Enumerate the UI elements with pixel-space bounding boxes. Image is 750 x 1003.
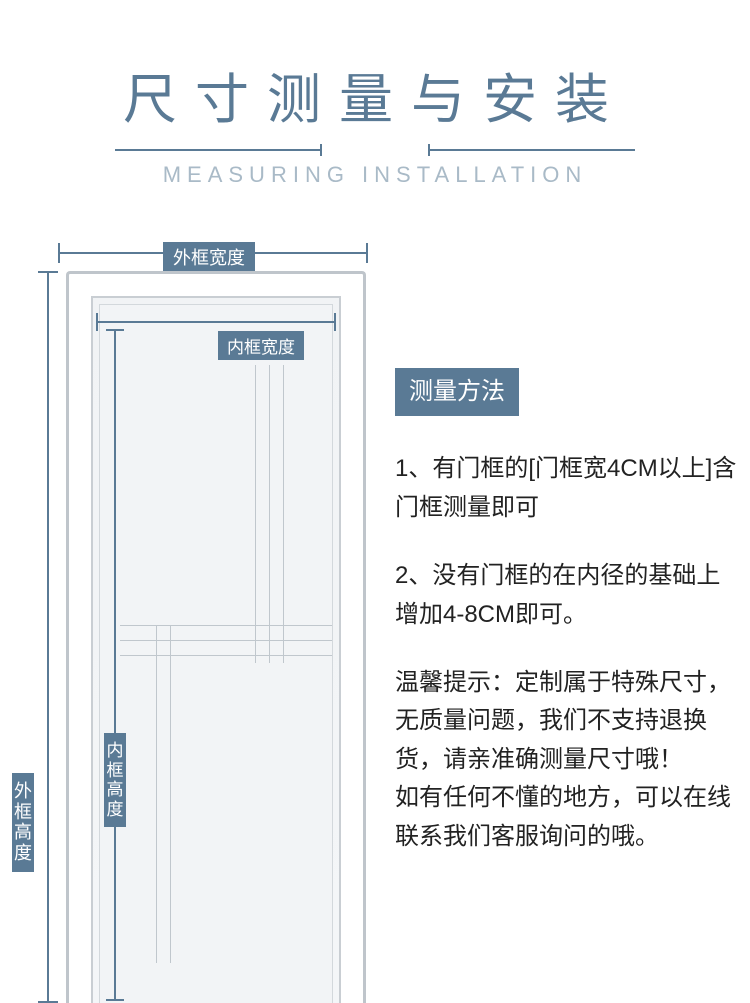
- info-column: 测量方法 1、有门框的[门框宽4CM以上]含门框测量即可 2、没有门框的在内径的…: [395, 368, 740, 886]
- inner-height-label: 内框高度: [104, 733, 126, 827]
- title-english: MEASURING INSTALLATION: [0, 162, 750, 188]
- inner-height-dimension: [106, 329, 124, 1001]
- outer-height-label: 外框高度: [12, 773, 34, 872]
- door-inner-frame: [91, 296, 341, 1003]
- method-title: 测量方法: [395, 368, 519, 416]
- title-divider: [115, 144, 635, 156]
- door-panel: [99, 304, 333, 1003]
- measurement-point-2: 2、没有门框的在内径的基础上增加4-8CM即可。: [395, 557, 740, 634]
- title-chinese: 尺寸测量与安装: [0, 55, 750, 134]
- measurement-point-1: 1、有门框的[门框宽4CM以上]含门框测量即可: [395, 450, 740, 527]
- outer-height-dimension: [38, 271, 58, 1003]
- door-diagram: 外框宽度 外框高度 内框宽度 内框高度: [18, 243, 378, 1003]
- inner-width-label: 内框宽度: [218, 331, 304, 360]
- header: 尺寸测量与安装 MEASURING INSTALLATION: [0, 0, 750, 188]
- outer-width-label: 外框宽度: [163, 242, 255, 272]
- tip-text: 温馨提示：定制属于特殊尺寸，无质量问题，我们不支持退换货，请亲准确测量尺寸哦！ …: [395, 664, 740, 856]
- inner-width-dimension: [96, 313, 336, 331]
